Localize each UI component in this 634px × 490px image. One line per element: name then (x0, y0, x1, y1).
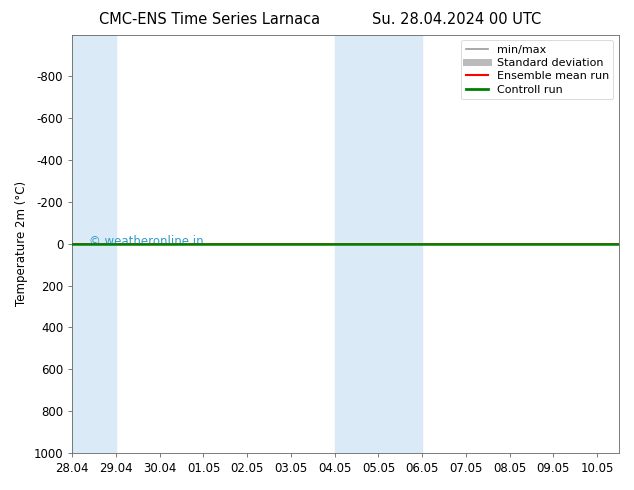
Bar (72, 35, 116, 453)
Legend: min/max, Standard deviation, Ensemble mean run, Controll run: min/max, Standard deviation, Ensemble me… (461, 40, 614, 99)
Bar (335, 35, 422, 453)
Text: © weatheronline.in: © weatheronline.in (89, 235, 204, 248)
Text: Su. 28.04.2024 00 UTC: Su. 28.04.2024 00 UTC (372, 12, 541, 27)
Y-axis label: Temperature 2m (°C): Temperature 2m (°C) (15, 181, 28, 306)
Text: CMC-ENS Time Series Larnaca: CMC-ENS Time Series Larnaca (99, 12, 320, 27)
